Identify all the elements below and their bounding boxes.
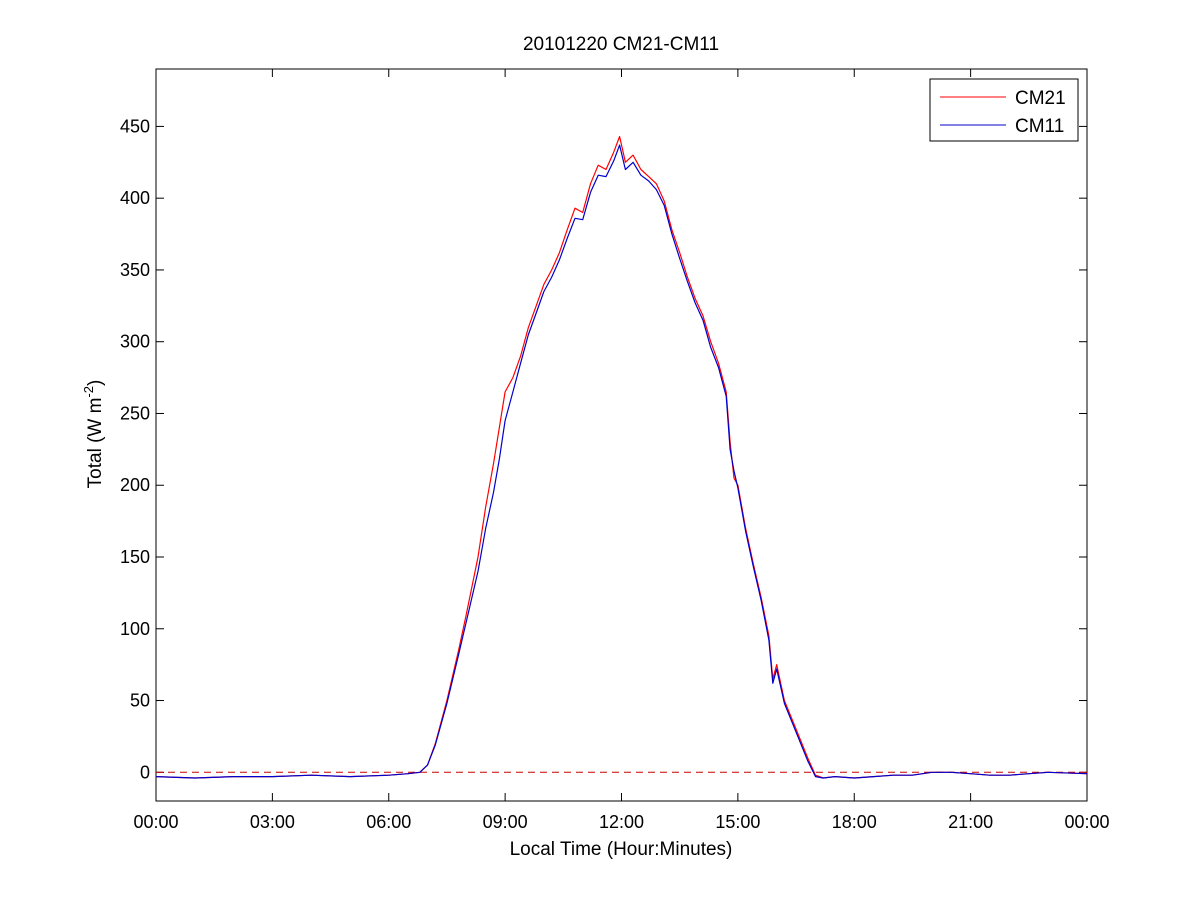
- x-tick-label: 00:00: [133, 812, 178, 832]
- legend-box: [929, 78, 1079, 142]
- y-tick-label: 400: [120, 188, 150, 208]
- y-tick-label: 300: [120, 332, 150, 352]
- x-tick-label: 06:00: [366, 812, 411, 832]
- x-tick-label: 09:00: [483, 812, 528, 832]
- y-axis-title-main: Total (W m: [85, 398, 106, 489]
- y-axis-title: Total (W m-2): [81, 380, 106, 489]
- y-tick-label: 350: [120, 260, 150, 280]
- x-tick-label: 03:00: [250, 812, 295, 832]
- y-tick-label: 50: [130, 691, 150, 711]
- legend-label-cm21: CM21: [1015, 88, 1066, 109]
- y-tick-label: 450: [120, 116, 150, 136]
- legend: CM21 CM11: [929, 78, 1079, 142]
- x-tick-label: 15:00: [715, 812, 760, 832]
- y-tick-label: 200: [120, 475, 150, 495]
- y-tick-label: 100: [120, 619, 150, 639]
- y-tick-label: 150: [120, 547, 150, 567]
- x-tick-label: 21:00: [948, 812, 993, 832]
- plot-area: 00:00 03:00 06:00 09:00 12:00 15:00 18:00 21:00…: [120, 68, 1110, 832]
- y-axis-title-superscript: -2: [81, 386, 96, 398]
- x-tick-label: 00:00: [1064, 812, 1109, 832]
- y-axis-title-close: ): [85, 380, 106, 386]
- chart-title: 20101220 CM21-CM11: [523, 34, 719, 55]
- legend-label-cm11: CM11: [1015, 116, 1064, 137]
- series-line-cm11: [155, 144, 1088, 779]
- x-tick-label: 12:00: [599, 812, 644, 832]
- y-tick-label: 0: [140, 762, 150, 782]
- y-tick-label: 250: [120, 403, 150, 423]
- x-axis-title: Local Time (Hour:Minutes): [510, 839, 733, 860]
- x-tick-label: 18:00: [832, 812, 877, 832]
